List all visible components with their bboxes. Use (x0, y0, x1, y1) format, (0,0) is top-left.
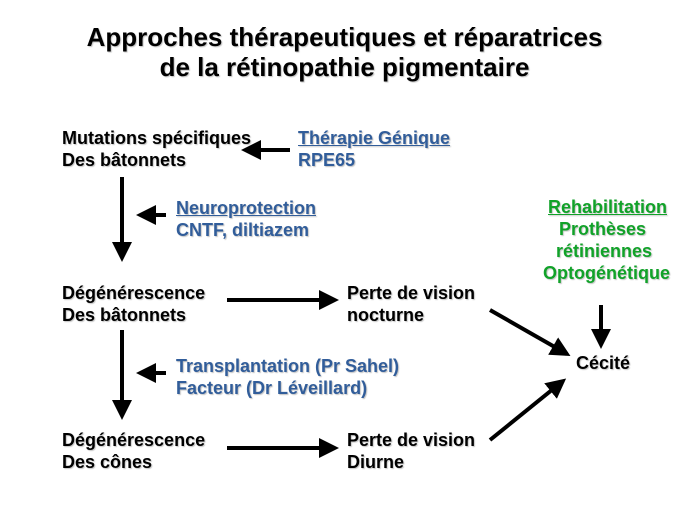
arrows-layer (0, 0, 689, 517)
diagram-stage: Approches thérapeutiques et réparatrices… (0, 0, 689, 517)
arrow-perte-noct-to-cecite (490, 310, 567, 354)
arrow-perte-diurne-to-cecite (490, 381, 563, 440)
